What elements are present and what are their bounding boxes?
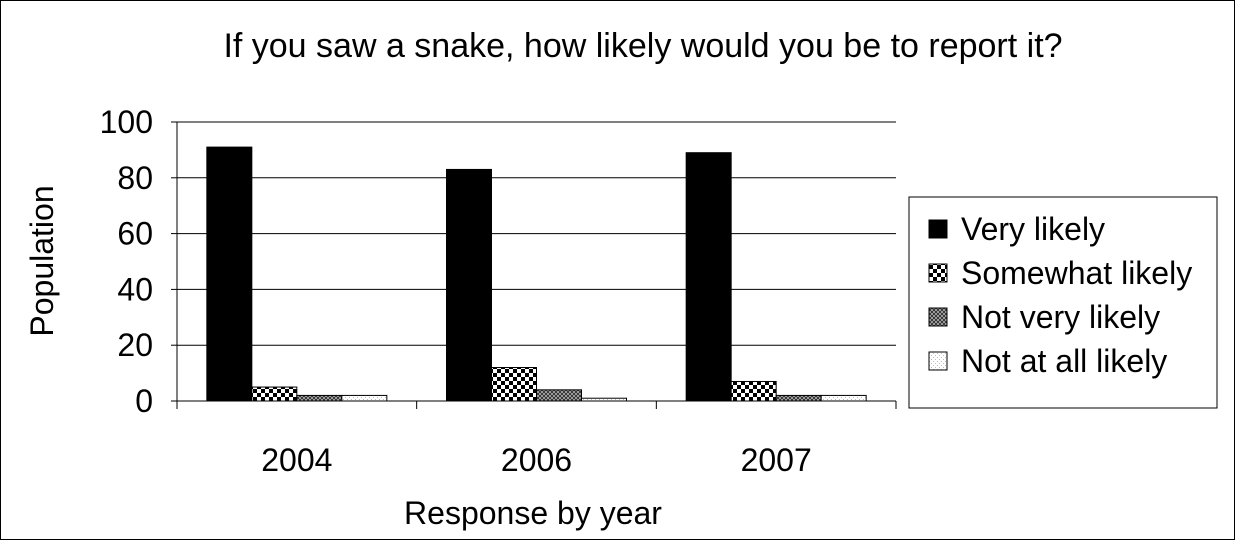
bar-not-very-likely-2007	[775, 394, 822, 402]
legend-box	[908, 196, 1218, 409]
legend-label: Not at all likely	[961, 343, 1167, 379]
bars	[206, 146, 867, 402]
bar-not-at-all-likely-2004	[341, 394, 388, 402]
bar-very-likely-2006	[446, 168, 492, 402]
gridlines	[177, 121, 896, 346]
x-axis-label: Response by year	[404, 495, 662, 531]
legend-swatch	[928, 351, 948, 371]
legend: Very likely Somewhat likely Not very likel…	[908, 196, 1218, 409]
bar-somewhat-likely-2006	[491, 367, 537, 402]
bar-very-likely-2004	[206, 146, 253, 402]
legend-label: Very likely	[961, 211, 1105, 247]
legend-swatch	[928, 307, 948, 327]
legend-label: Not very likely	[961, 299, 1160, 335]
bar-not-very-likely-2004	[296, 394, 343, 402]
chart-title: If you saw a snake, how likely would you…	[223, 27, 1062, 65]
y-tick-label: 20	[117, 327, 153, 363]
y-tick-label: 60	[117, 216, 153, 252]
y-tick-label: 80	[117, 160, 153, 196]
x-tick-label: 2004	[261, 442, 332, 478]
x-tick-label: 2006	[501, 442, 572, 478]
bar-not-very-likely-2006	[536, 389, 582, 402]
bar-somewhat-likely-2007	[730, 380, 777, 402]
bar-somewhat-likely-2004	[251, 386, 298, 402]
y-tick-label: 40	[117, 271, 153, 307]
y-tick-label: 0	[135, 383, 153, 419]
legend-swatch	[928, 219, 948, 239]
y-axis-label: Population	[24, 185, 60, 336]
y-tick-label: 100	[100, 104, 153, 140]
bar-not-at-all-likely-2007	[820, 394, 867, 402]
axes: 0 20 40 60 80 100 2004 2006 2007	[100, 104, 897, 478]
legend-swatch	[928, 263, 948, 283]
x-tick-label: 2007	[741, 442, 812, 478]
legend-label: Somewhat likely	[961, 255, 1192, 291]
bar-very-likely-2007	[685, 152, 732, 402]
